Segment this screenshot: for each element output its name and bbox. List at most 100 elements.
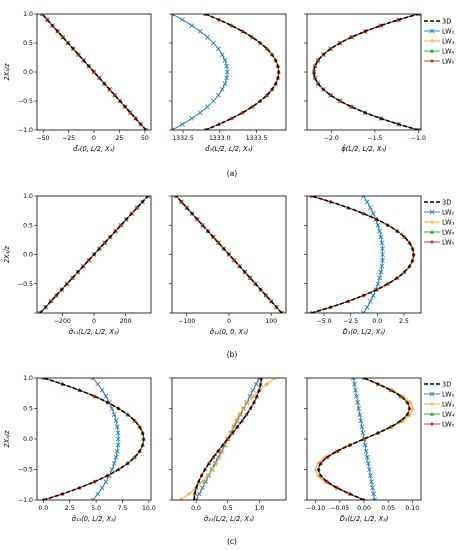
legend-marker-LW2 [429,391,435,397]
x-axis-label: D̂₁(0, L/2, X₃) [343,328,386,336]
legends: 3D LW₂ LW₃ LW₄ LW₅ 3D LW₂ LW₃ LW₄ LW₅ 3D LW₂ LW₃ LW₄ L… [424,17,455,428]
y-tick-label: 0.5 [23,40,33,47]
x-tick-label: −100 [178,318,195,325]
series-line-3D [175,196,283,313]
x-tick-label: 0.5 [223,505,233,512]
series-marker-LW2 [363,448,369,454]
series-marker-LW2 [180,17,185,23]
y-tick-label: −0.5 [18,281,33,288]
series-marker-LW2 [371,491,376,497]
series-marker-LW2 [224,75,229,81]
y-tick-label: 1.0 [23,375,33,382]
series-marker-LW2 [172,14,175,17]
chart-panel-a1: −50 −25 0 25 50 −1.0 −0.5 0.0 0.5 1.0 d̂₁(0, L/2, … [3,11,152,153]
series-marker-LW2 [90,497,96,500]
x-tick-label: 1333.0 [209,135,231,142]
series-group [37,196,151,313]
x-tick-label: 0.05 [381,505,395,512]
series-marker-LW2 [359,424,365,430]
series-marker-LW2 [113,454,119,460]
legend-marker-LW2 [429,209,435,215]
legend-label-LW5: LW₅ [442,57,455,65]
x-axis-label: σ̂₁₁(L/2, L/2, X₃) [69,328,119,336]
x-tick-label: −1.0 [411,135,426,142]
chart-panel-a3: −2.0 −1.5 −1.0 ϕ̂(L/2, L/2, X₃) [304,13,426,153]
x-tick-label: 0.0 [191,505,201,512]
x-tick-label: 200 [120,318,132,325]
series-marker-LW2 [379,263,385,269]
series-marker-LW2 [90,378,96,381]
series-marker-LW2 [189,23,195,28]
series-marker-LW3 [214,461,219,466]
series-marker-LW3 [205,473,210,478]
series-marker-LW2 [204,104,210,110]
series-marker-LW2 [222,81,228,86]
x-tick-label: 0.10 [405,505,419,512]
y-axis-label: 2X₃/z [3,430,11,448]
x-tick-label: 0.0 [372,318,382,325]
series-marker-LW3 [250,394,256,399]
x-tick-label: 10.0 [142,505,156,512]
legend-marker-LW4 [429,48,435,53]
legend-marker-LW5 [430,59,434,63]
series-marker-LW2 [204,34,210,40]
legend-marker-LW2 [429,28,435,34]
series-line-3D [41,14,147,130]
x-tick-label: 0 [227,318,231,325]
series-line-3D [204,14,280,130]
x-tick-label: −0.10 [306,505,325,512]
legend-marker-LW5 [430,240,434,244]
series-marker-LW2 [219,87,225,92]
x-tick-label: 1.0 [254,505,264,512]
chart-panel-a2: 1332.5 1333.0 1333.5 d̂₃(L/2, L/2, X₃) [169,13,287,153]
chart-panel-c1: 0.0 2.5 5.0 7.5 10.0 −1.0 −0.5 0.0 0.5 1.0 σ̂₁₃(0,… [3,375,156,523]
legend-label-3D: 3D [442,198,451,206]
series-marker-LW2 [370,485,375,491]
series-marker-LW2 [172,127,175,130]
legend-marker-LW5 [430,422,434,426]
x-tick-label: 100 [265,318,277,325]
series-marker-LW2 [362,442,368,448]
series-line-3D [311,196,415,313]
x-tick-label: −5.0 [317,318,332,325]
series-marker-LW3 [200,479,205,484]
x-axis-label: d̂₃(L/2, L/2, X₃) [205,145,253,153]
legend-label-LW5: LW₅ [442,420,455,428]
y-tick-label: 1.0 [23,11,33,18]
series-marker-LW2 [377,275,382,281]
series-marker-LW2 [364,199,370,205]
series-marker-LW2 [380,257,385,263]
series-marker-LW2 [365,461,371,466]
series-line-3D [193,378,263,500]
series-line-3D [313,14,419,130]
x-tick-label: 0.00 [357,505,371,512]
series-group [311,14,421,130]
x-tick-label: 0.0 [38,505,48,512]
series-marker-LW2 [95,381,101,387]
series-group [178,378,278,500]
series-marker-LW2 [367,298,373,304]
series-marker-LW3 [217,455,222,460]
legend-label-3D: 3D [442,380,451,388]
legend-marker-LW4 [429,229,435,234]
series-marker-LW2 [354,393,359,399]
x-tick-label: 2.5 [399,318,409,325]
series-marker-LW2 [109,406,115,411]
x-tick-label: −200 [54,318,71,325]
x-tick-label: −2.0 [324,135,339,142]
series-marker-LW2 [372,497,378,500]
series-marker-LW2 [380,246,385,252]
legend-label-LW5: LW₅ [442,238,455,246]
series-marker-LW2 [95,491,101,497]
series-marker-LW3 [264,382,269,387]
series-marker-LW2 [224,69,230,75]
y-tick-label: −0.5 [18,467,33,474]
legend-marker-LW3 [429,38,435,44]
series-line-3D [39,196,149,313]
series-marker-LW2 [353,387,358,393]
chart-panels: −50 −25 0 25 50 −1.0 −0.5 0.0 0.5 1.0 d̂₁(0, L/2, … [3,11,426,523]
x-tick-label: 2.5 [65,505,75,512]
series-marker-LW2 [224,63,229,69]
x-axis-label: σ̂₁₃(0, L/2, X₃) [72,515,116,523]
